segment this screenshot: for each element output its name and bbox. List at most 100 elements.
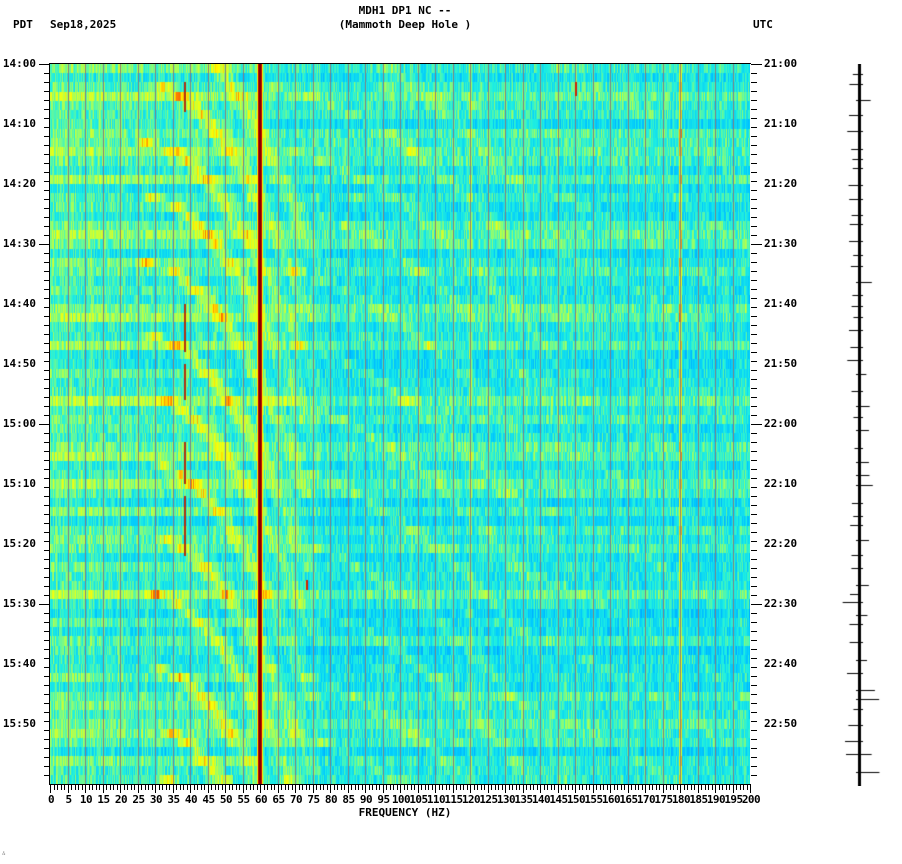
y-tick-label-left: 15:20 xyxy=(2,537,36,550)
chart-subtitle: (Mammoth Deep Hole ) xyxy=(338,18,472,31)
x-major-tick xyxy=(488,784,489,793)
y-minor-tick xyxy=(44,406,50,407)
y-minor-tick xyxy=(44,262,50,263)
y-minor-tick xyxy=(751,415,757,416)
x-tick-label: 155 xyxy=(584,793,603,806)
x-tick-label: 160 xyxy=(601,793,621,806)
y-major-tick xyxy=(39,604,50,605)
x-minor-tick xyxy=(176,784,177,790)
spectrogram-canvas xyxy=(50,64,750,784)
y-minor-tick xyxy=(44,514,50,515)
x-minor-tick xyxy=(320,784,321,790)
y-minor-tick xyxy=(751,721,757,722)
y-minor-tick xyxy=(44,658,50,659)
x-axis-title: FREQUENCY (HZ) xyxy=(358,806,452,819)
y-minor-tick xyxy=(44,397,50,398)
y-minor-tick xyxy=(44,757,50,758)
y-minor-tick xyxy=(44,343,50,344)
x-tick-label: 120 xyxy=(461,793,481,806)
y-minor-tick xyxy=(751,766,757,767)
y-minor-tick xyxy=(44,676,50,677)
x-minor-tick xyxy=(425,784,426,790)
y-minor-tick xyxy=(751,712,757,713)
x-minor-tick xyxy=(726,784,727,790)
y-minor-tick xyxy=(44,451,50,452)
x-minor-tick xyxy=(729,784,730,790)
x-major-tick xyxy=(540,784,541,793)
x-major-tick xyxy=(418,784,419,793)
y-minor-tick xyxy=(44,559,50,560)
x-minor-tick xyxy=(404,784,405,790)
chart-title: MDH1 DP1 NC -- xyxy=(358,4,452,17)
x-major-tick xyxy=(470,784,471,793)
y-minor-tick xyxy=(44,730,50,731)
y-minor-tick xyxy=(44,217,50,218)
x-major-tick xyxy=(628,784,629,793)
x-minor-tick xyxy=(351,784,352,790)
x-major-tick xyxy=(715,784,716,793)
x-major-tick xyxy=(645,784,646,793)
x-major-tick xyxy=(85,784,86,793)
y-minor-tick xyxy=(751,127,757,128)
y-minor-tick xyxy=(751,163,757,164)
y-minor-tick xyxy=(44,703,50,704)
y-minor-tick xyxy=(44,568,50,569)
y-minor-tick xyxy=(751,739,757,740)
x-minor-tick xyxy=(740,784,741,790)
footer-mark: ∴ xyxy=(2,850,6,857)
y-minor-tick xyxy=(751,208,757,209)
y-minor-tick xyxy=(44,172,50,173)
x-minor-tick xyxy=(736,784,737,790)
y-minor-tick xyxy=(44,595,50,596)
x-minor-tick xyxy=(71,784,72,790)
y-minor-tick xyxy=(44,226,50,227)
y-minor-tick xyxy=(44,433,50,434)
y-minor-tick xyxy=(44,541,50,542)
y-minor-tick xyxy=(44,298,50,299)
y-tick-label-left: 15:50 xyxy=(2,717,36,730)
x-minor-tick xyxy=(561,784,562,790)
x-minor-tick xyxy=(670,784,671,790)
y-minor-tick xyxy=(751,118,757,119)
x-minor-tick xyxy=(341,784,342,790)
x-minor-tick xyxy=(96,784,97,790)
x-minor-tick xyxy=(141,784,142,790)
x-minor-tick xyxy=(264,784,265,790)
y-minor-tick xyxy=(751,433,757,434)
x-minor-tick xyxy=(446,784,447,790)
y-major-tick xyxy=(39,64,50,65)
y-minor-tick xyxy=(751,172,757,173)
y-tick-label-left: 14:10 xyxy=(2,117,36,130)
y-minor-tick xyxy=(751,676,757,677)
y-minor-tick xyxy=(751,514,757,515)
x-minor-tick xyxy=(267,784,268,790)
x-major-tick xyxy=(383,784,384,793)
y-minor-tick xyxy=(44,685,50,686)
x-minor-tick xyxy=(659,784,660,790)
x-minor-tick xyxy=(274,784,275,790)
x-major-tick xyxy=(348,784,349,793)
y-tick-label-right: 22:00 xyxy=(764,417,798,430)
x-minor-tick xyxy=(712,784,713,790)
y-minor-tick xyxy=(44,145,50,146)
x-minor-tick xyxy=(180,784,181,790)
y-minor-tick xyxy=(44,712,50,713)
x-minor-tick xyxy=(677,784,678,790)
x-minor-tick xyxy=(666,784,667,790)
y-tick-label-right: 22:20 xyxy=(764,537,798,550)
x-minor-tick xyxy=(544,784,545,790)
x-minor-tick xyxy=(642,784,643,790)
x-minor-tick xyxy=(579,784,580,790)
x-major-tick xyxy=(68,784,69,793)
y-minor-tick xyxy=(751,280,757,281)
x-tick-label: 130 xyxy=(496,793,516,806)
x-minor-tick xyxy=(127,784,128,790)
x-tick-label: 20 xyxy=(114,793,128,806)
x-minor-tick xyxy=(554,784,555,790)
y-tick-label-left: 15:00 xyxy=(2,417,36,430)
x-minor-tick xyxy=(565,784,566,790)
y-minor-tick xyxy=(751,73,757,74)
y-minor-tick xyxy=(751,352,757,353)
x-minor-tick xyxy=(337,784,338,790)
y-minor-tick xyxy=(44,136,50,137)
